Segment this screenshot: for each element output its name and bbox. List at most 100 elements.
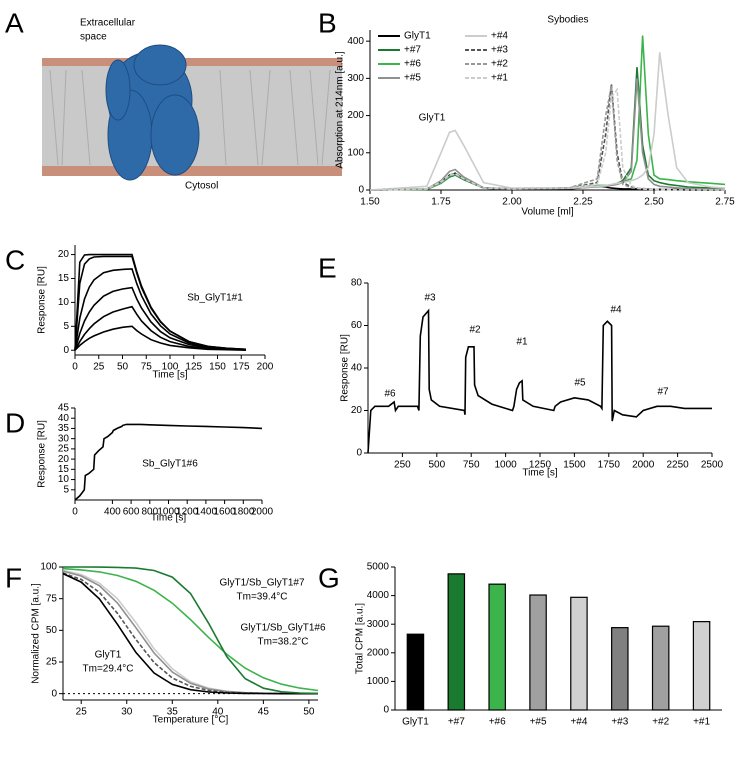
annotation: Extracellular xyxy=(80,18,136,29)
bar xyxy=(611,627,629,711)
x-tick-label: 1200 xyxy=(176,507,199,518)
x-tick-label: 0 xyxy=(72,362,78,373)
y-tick-label: 20 xyxy=(58,454,70,465)
x-tick-label: 50 xyxy=(303,707,315,718)
y-tick-label: 2000 xyxy=(367,647,390,658)
x-tick-label: 600 xyxy=(123,507,140,518)
x-tick-label: +#5 xyxy=(530,717,547,728)
y-tick-label: 25 xyxy=(46,657,58,668)
bar xyxy=(406,633,425,711)
legend-label: +#7 xyxy=(404,45,421,56)
x-axis-label: Time [s] xyxy=(151,513,186,524)
y-tick-label: 0 xyxy=(63,345,69,356)
y-tick-label: 40 xyxy=(351,363,363,374)
x-tick-label: +#4 xyxy=(570,717,587,728)
series-line xyxy=(367,308,712,454)
series-line xyxy=(74,286,247,351)
bar xyxy=(488,583,506,711)
x-tick-label: 25 xyxy=(76,707,88,718)
x-tick-label: 25 xyxy=(93,362,105,373)
y-tick-label: 30 xyxy=(58,433,70,444)
y-axis-label: Normalized CPM [a.u.] xyxy=(31,583,42,684)
y-tick-label: 1000 xyxy=(367,676,390,687)
x-tick-label: 1.75 xyxy=(431,197,451,208)
panel-letter: B xyxy=(318,7,337,38)
series-line xyxy=(74,305,247,351)
bar xyxy=(447,573,466,711)
x-tick-label: 2250 xyxy=(666,460,689,471)
y-tick-label: 15 xyxy=(58,273,70,284)
legend-label: +#5 xyxy=(404,73,421,84)
x-tick-label: 500 xyxy=(428,460,445,471)
x-tick-label: 2000 xyxy=(251,507,274,518)
annotation: Tm=39.4°C xyxy=(237,592,288,603)
x-tick-label: +#6 xyxy=(489,717,506,728)
x-tick-label: 1250 xyxy=(529,460,552,471)
y-tick-label: 400 xyxy=(347,36,364,47)
series-line xyxy=(62,572,318,695)
x-tick-label: +#7 xyxy=(448,717,465,728)
annotation: #7 xyxy=(657,387,669,398)
x-tick-label: 50 xyxy=(117,362,129,373)
legend-label: +#6 xyxy=(404,59,421,70)
series-line xyxy=(369,67,726,191)
y-tick-label: 200 xyxy=(347,110,364,121)
x-tick-label: 2000 xyxy=(632,460,655,471)
x-tick-label: 2.50 xyxy=(644,197,664,208)
x-tick-label: 400 xyxy=(104,507,121,518)
bar xyxy=(651,625,670,711)
y-tick-label: 15 xyxy=(58,464,70,475)
series-line xyxy=(62,567,319,692)
y-tick-label: 4000 xyxy=(367,590,390,601)
y-tick-label: 5 xyxy=(63,321,69,332)
x-tick-label: 125 xyxy=(185,362,202,373)
x-tick-label: +#1 xyxy=(693,717,710,728)
y-tick-label: 60 xyxy=(351,320,363,331)
annotation: Tm=38.2°C xyxy=(258,637,309,648)
x-tick-label: 1800 xyxy=(232,507,255,518)
legend-label: +#3 xyxy=(491,45,508,56)
x-tick-label: 1600 xyxy=(213,507,236,518)
x-tick-label: +#3 xyxy=(611,717,628,728)
x-tick-label: +#2 xyxy=(652,717,669,728)
x-tick-label: 0 xyxy=(72,507,78,518)
y-tick-label: 100 xyxy=(40,562,57,573)
x-tick-label: 45 xyxy=(258,707,270,718)
annotation: #1 xyxy=(516,337,528,348)
y-tick-label: 5000 xyxy=(367,562,390,573)
legend-label: +#2 xyxy=(491,59,508,70)
y-tick-label: 40 xyxy=(58,413,70,424)
panel-letter: F xyxy=(5,562,22,593)
legend-label: GlyT1 xyxy=(404,31,431,42)
bar xyxy=(570,596,588,711)
panel-letter: E xyxy=(318,252,337,283)
y-tick-label: 75 xyxy=(46,593,58,604)
series-line xyxy=(74,423,263,501)
x-tick-label: 2500 xyxy=(701,460,724,471)
annotation: GlyT1/Sb_GlyT1#7 xyxy=(219,578,304,589)
annotation: Cytosol xyxy=(185,181,218,192)
annotation: #6 xyxy=(384,389,396,400)
y-tick-label: 20 xyxy=(351,405,363,416)
y-tick-label: 0 xyxy=(383,705,389,716)
annotation: #5 xyxy=(574,378,586,389)
y-tick-label: 35 xyxy=(58,423,70,434)
panel-letter: D xyxy=(5,407,25,438)
panel-letter: A xyxy=(5,7,24,38)
x-tick-label: GlyT1 xyxy=(402,717,429,728)
series-line xyxy=(74,268,247,351)
annotation: Sb_GlyT1#6 xyxy=(142,459,198,470)
y-axis-label: Response [RU] xyxy=(37,266,48,334)
y-tick-label: 50 xyxy=(46,625,58,636)
x-tick-label: 100 xyxy=(162,362,179,373)
x-tick-label: 175 xyxy=(233,362,250,373)
x-tick-label: 1750 xyxy=(598,460,621,471)
y-tick-label: 300 xyxy=(347,73,364,84)
y-tick-label: 45 xyxy=(58,403,70,414)
x-axis-label: Time [s] xyxy=(522,468,557,479)
x-tick-label: 750 xyxy=(463,460,480,471)
membrane-image xyxy=(42,44,342,181)
y-axis-label: Response [RU] xyxy=(37,420,48,488)
